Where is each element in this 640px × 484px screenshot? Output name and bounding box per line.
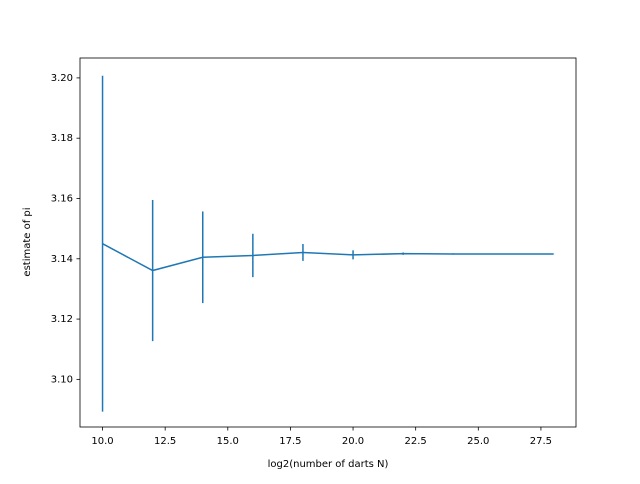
- x-tick-label: 20.0: [342, 436, 364, 447]
- x-axis-label: log2(number of darts N): [268, 459, 389, 470]
- x-tick-label: 25.0: [467, 436, 489, 447]
- y-tick-label: 3.20: [51, 73, 73, 84]
- y-tick-label: 3.10: [51, 374, 73, 385]
- x-tick-label: 17.5: [279, 436, 301, 447]
- y-tick-label: 3.18: [51, 133, 73, 144]
- y-axis-label: estimate of pi: [22, 207, 33, 276]
- x-tick-label: 22.5: [405, 436, 427, 447]
- axes-frame: [79, 57, 577, 428]
- y-tick-label: 3.16: [51, 193, 73, 204]
- x-tick-label: 27.5: [530, 436, 552, 447]
- line: [102, 243, 554, 272]
- y-tick-label: 3.12: [51, 314, 73, 325]
- x-tick-label: 10.0: [91, 436, 113, 447]
- y-tick-label: 3.14: [51, 254, 73, 265]
- x-tick-label: 12.5: [154, 436, 176, 447]
- x-tick-label: 15.0: [217, 436, 239, 447]
